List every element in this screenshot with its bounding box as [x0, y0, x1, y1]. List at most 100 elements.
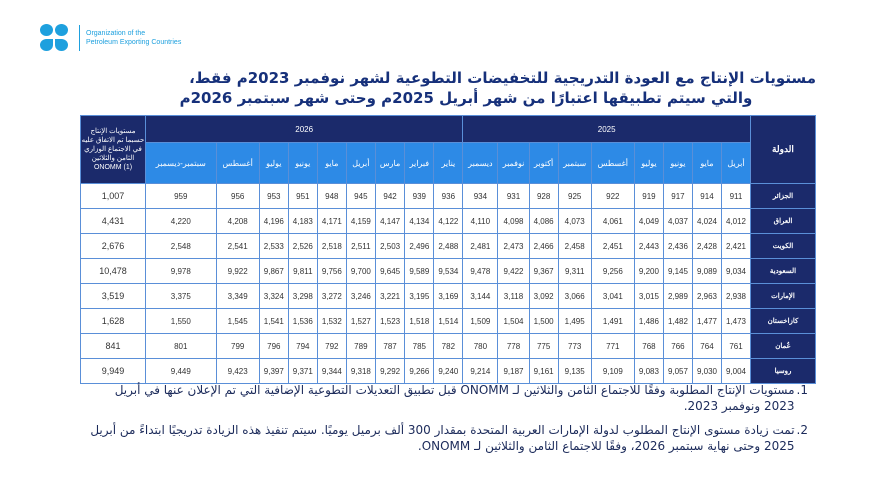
table-cell: 9,030 — [691, 358, 722, 384]
table-cell: 2,963 — [691, 283, 722, 309]
month-header: أكتوبر — [528, 142, 559, 184]
table-cell: 4,024 — [691, 208, 722, 234]
table-cell: 4,208 — [215, 208, 260, 234]
country-name: الكويت — [750, 233, 816, 259]
table-cell: 4,122 — [433, 208, 464, 234]
table-cell: 2,451 — [590, 233, 635, 259]
month-header: مايو — [316, 142, 347, 184]
year-header-2025: 2025 — [462, 115, 751, 143]
table-cell: 9,367 — [528, 258, 559, 284]
year-header-2026: 2026 — [144, 115, 464, 143]
table-cell: 1,509 — [462, 308, 499, 334]
table-cell: 773 — [557, 333, 592, 359]
country-name: كازاخستان — [750, 308, 816, 334]
table-cell: 9,344 — [316, 358, 347, 384]
table-cell: 951 — [287, 183, 318, 209]
month-header: أغسطس — [590, 142, 635, 184]
table-cell: 9,756 — [316, 258, 347, 284]
table-cell: 2,481 — [462, 233, 499, 259]
table-cell: 2,458 — [557, 233, 592, 259]
table-cell: 4,073 — [557, 208, 592, 234]
table-row: الجزائر 911 914 917 919 922 925 928 931 934 936 939… — [80, 183, 816, 209]
table-cell: 1,545 — [215, 308, 260, 334]
table-cell: 789 — [345, 333, 376, 359]
table-row: كازاخستان 1,473 1,477 1,482 1,486 1,491 1,495 1… — [80, 308, 816, 334]
table-cell: 9,187 — [497, 358, 530, 384]
logo-text: Organization of the Petroleum Exporting … — [86, 29, 181, 47]
table-cell: 4,183 — [287, 208, 318, 234]
footnote-text: مستويات الإنتاج المطلوبة وفقًا للاجتماع … — [114, 383, 795, 413]
table-cell: 9,371 — [287, 358, 318, 384]
table-row: عُمان 761 764 766 768 771 773 775 778 780 782 785 78… — [80, 333, 816, 359]
table-cell: 799 — [215, 333, 260, 359]
table-cell: 9,240 — [433, 358, 464, 384]
table-cell: 9,266 — [404, 358, 435, 384]
table-cell: 9,311 — [557, 258, 592, 284]
table-cell: 2,466 — [528, 233, 559, 259]
table-cell: 794 — [287, 333, 318, 359]
table-cell: 1,550 — [145, 308, 217, 334]
table-cell: 1,541 — [258, 308, 289, 334]
footnote-number: 1. — [796, 383, 808, 397]
table-cell: 9,423 — [215, 358, 260, 384]
country-name: السعودية — [750, 258, 816, 284]
table-row: روسيا 9,004 9,030 9,057 9,083 9,109 9,135 9,161… — [80, 358, 816, 384]
table-row: السعودية 9,034 9,089 9,145 9,200 9,256 9,311 9,… — [80, 258, 816, 284]
table-cell: 1,500 — [528, 308, 559, 334]
table-cell: 9,589 — [404, 258, 435, 284]
table-cell: 1,514 — [433, 308, 464, 334]
table-cell: 9,478 — [462, 258, 499, 284]
table-cell: 2,511 — [345, 233, 376, 259]
month-header: مايو — [691, 142, 722, 184]
table-cell: 3,246 — [345, 283, 376, 309]
table-cell: 3,015 — [633, 283, 664, 309]
footnote-number: 2. — [796, 423, 808, 437]
opec-logo: Organization of the Petroleum Exporting … — [40, 24, 181, 52]
month-header: يناير — [433, 142, 464, 184]
table-cell: 1,486 — [633, 308, 664, 334]
table-cell: 945 — [345, 183, 376, 209]
footnote-1: 1. مستويات الإنتاج المطلوبة وفقًا للاجتم… — [88, 382, 808, 414]
table-cell: 9,318 — [345, 358, 376, 384]
onomm-value: 2,676 — [80, 233, 146, 259]
table-cell: 1,536 — [287, 308, 318, 334]
table-cell: 4,196 — [258, 208, 289, 234]
table-cell: 925 — [557, 183, 592, 209]
table-cell: 1,523 — [374, 308, 406, 334]
table-cell: 914 — [691, 183, 722, 209]
table-cell: 936 — [433, 183, 464, 209]
table-cell: 959 — [145, 183, 217, 209]
table-cell: 939 — [404, 183, 435, 209]
table-cell: 771 — [590, 333, 635, 359]
table-cell: 1,504 — [497, 308, 530, 334]
month-header: يونيو — [662, 142, 693, 184]
table-cell: 2,421 — [720, 233, 752, 259]
table-cell: 761 — [720, 333, 752, 359]
table-cell: 4,061 — [590, 208, 635, 234]
table-cell: 9,004 — [720, 358, 752, 384]
table-cell: 922 — [590, 183, 635, 209]
month-header: أغسطس — [215, 142, 260, 184]
logo-line-2: Petroleum Exporting Countries — [86, 39, 182, 46]
table-cell: 9,034 — [720, 258, 752, 284]
table-cell: 3,169 — [433, 283, 464, 309]
table-cell: 2,488 — [433, 233, 464, 259]
country-name: عُمان — [750, 333, 816, 359]
table-cell: 4,110 — [462, 208, 499, 234]
month-header: نوفمبر — [497, 142, 530, 184]
table-cell: 9,700 — [345, 258, 376, 284]
table-cell: 1,527 — [345, 308, 376, 334]
table-cell: 9,135 — [557, 358, 592, 384]
table-cell: 9,922 — [215, 258, 260, 284]
table-cell: 9,811 — [287, 258, 318, 284]
month-header: يونيو — [287, 142, 318, 184]
footnote-text: تمت زيادة مستوى الإنتاج المطلوب لدولة ال… — [90, 423, 795, 453]
table-cell: 9,200 — [633, 258, 664, 284]
table-cell: 4,159 — [345, 208, 376, 234]
table-cell: 801 — [145, 333, 217, 359]
month-header: أبريل — [345, 142, 376, 184]
table-cell: 9,978 — [145, 258, 217, 284]
table-cell: 9,449 — [145, 358, 217, 384]
table-row: العراق 4,012 4,024 4,037 4,049 4,061 4,073 4,08… — [80, 208, 816, 234]
footnotes: 1. مستويات الإنتاج المطلوبة وفقًا للاجتم… — [88, 382, 808, 462]
